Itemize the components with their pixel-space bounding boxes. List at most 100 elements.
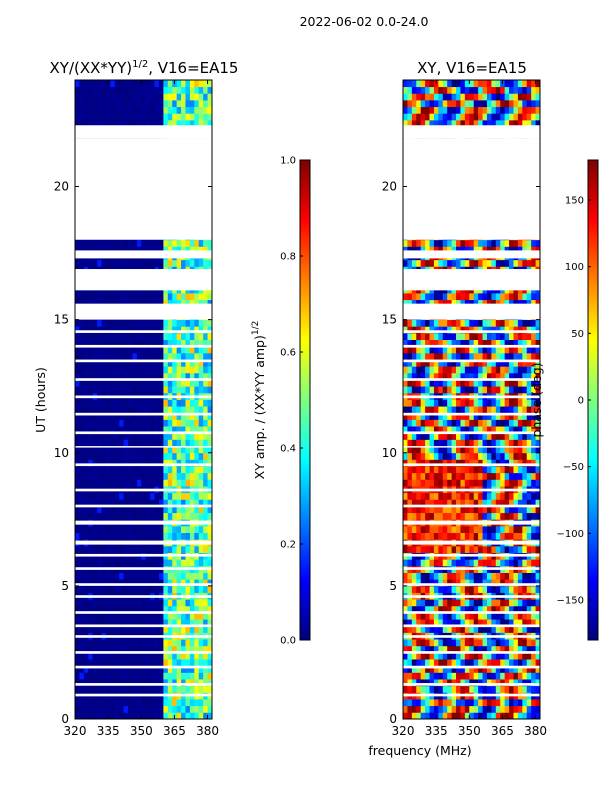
heatmap-cell [141, 80, 147, 88]
heatmap-cell [141, 239, 147, 247]
heatmap-cell [150, 452, 155, 460]
heatmap-cell [114, 605, 120, 613]
heatmap-cell [464, 605, 470, 613]
heatmap-cell [172, 326, 178, 334]
heatmap-cell [411, 299, 417, 307]
heatmap-cell [105, 293, 111, 301]
heatmap-cell [509, 585, 514, 593]
heatmap-cell [403, 379, 408, 387]
heatmap-cell [83, 712, 89, 720]
heatmap-cell [495, 332, 501, 340]
heatmap-cell [123, 472, 129, 480]
heatmap-cell [105, 579, 111, 587]
heatmap-cell [92, 572, 98, 580]
heatmap-cell [123, 499, 129, 507]
heatmap-cell [163, 452, 169, 460]
heatmap-cell [92, 246, 98, 254]
heatmap-cell [185, 439, 191, 447]
heatmap-cell [535, 412, 541, 420]
heatmap-cell [509, 386, 514, 394]
heatmap-cell [203, 432, 208, 440]
heatmap-cell [79, 80, 85, 88]
heatmap-cell [433, 386, 439, 394]
heatmap-cell [75, 652, 80, 660]
heatmap-cell [473, 705, 479, 713]
heatmap-cell [79, 619, 85, 627]
heatmap-cell [145, 86, 151, 94]
heatmap-cell [176, 512, 182, 520]
heatmap-cell [128, 545, 133, 553]
heatmap-cell [198, 246, 204, 254]
heatmap-cell [88, 545, 94, 553]
heatmap-cell [517, 326, 523, 334]
heatmap-cell [189, 426, 195, 434]
heatmap-cell [473, 319, 479, 327]
heatmap-cell [203, 545, 208, 553]
heatmap-cell [158, 699, 164, 707]
heatmap-cell [535, 625, 541, 633]
heatmap-cell [464, 426, 470, 434]
heatmap-cell [500, 479, 506, 487]
heatmap-cell [526, 639, 532, 647]
heatmap-cell [110, 346, 116, 354]
heatmap-cell [491, 339, 497, 347]
heatmap-cell [442, 639, 448, 647]
heatmap-cell [114, 545, 120, 553]
heatmap-cell [203, 446, 208, 454]
heatmap-cell [145, 372, 151, 380]
heatmap-cell [531, 652, 536, 660]
heatmap-cell [83, 339, 89, 347]
heatmap-cell [136, 239, 142, 247]
heatmap-cell [482, 332, 488, 340]
heatmap-cell [509, 525, 514, 534]
heatmap-cell [433, 326, 439, 334]
heatmap-cell [132, 346, 138, 354]
heatmap-cell [145, 466, 151, 474]
heatmap-cell [172, 599, 178, 607]
heatmap-cell [158, 359, 164, 367]
heatmap-cell [158, 605, 164, 613]
heatmap-cell [97, 479, 102, 487]
heatmap-cell [83, 106, 89, 114]
heatmap-cell [509, 625, 514, 633]
heatmap-cell [132, 585, 138, 593]
heatmap-cell [167, 439, 173, 447]
heatmap-cell [473, 426, 479, 434]
heatmap-cell [185, 412, 191, 420]
heatmap-cell [500, 585, 506, 593]
heatmap-cell [456, 572, 461, 580]
heatmap-cell [473, 492, 479, 500]
heatmap-cell [141, 386, 147, 394]
heatmap-cell [172, 93, 178, 101]
heatmap-cell [123, 426, 129, 434]
heatmap-cell [185, 612, 191, 620]
heatmap-cell [482, 466, 488, 474]
heatmap-cell [101, 685, 107, 693]
heatmap-cell [429, 339, 435, 347]
heatmap-cell [429, 599, 435, 607]
heatmap-cell [451, 625, 457, 633]
heatmap-cell [207, 113, 213, 121]
heatmap-cell [517, 359, 523, 367]
heatmap-cell [145, 545, 151, 553]
heatmap-cell [189, 399, 195, 407]
heatmap-cell [167, 346, 173, 354]
heatmap-cell [416, 386, 422, 394]
heatmap-cell [500, 452, 506, 460]
heatmap-cell [411, 652, 417, 660]
heatmap-cell [486, 386, 492, 394]
heatmap-cell [189, 645, 195, 653]
heatmap-cell [482, 412, 488, 420]
heatmap-cell [447, 326, 453, 334]
heatmap-cell [145, 113, 151, 121]
heatmap-cell [403, 452, 408, 460]
heatmap-cell [433, 545, 439, 553]
heatmap-cell [469, 639, 475, 647]
heatmap-cell [522, 372, 528, 380]
heatmap-cell [531, 346, 536, 354]
heatmap-cell [464, 639, 470, 647]
heatmap-cell [416, 406, 422, 414]
heatmap-cell [513, 339, 519, 347]
heatmap-cell [203, 106, 208, 114]
heatmap-cell [425, 332, 430, 340]
